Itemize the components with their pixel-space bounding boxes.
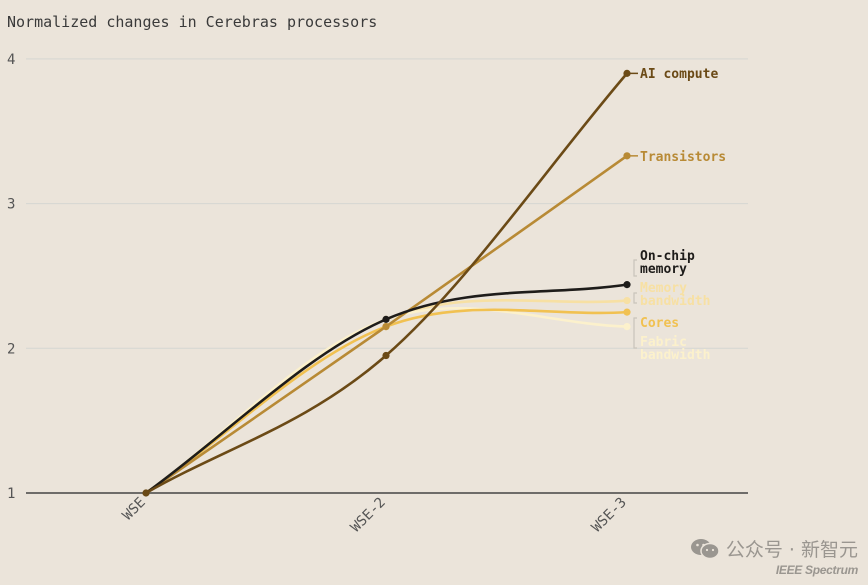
wechat-icon bbox=[690, 538, 720, 559]
y-axis-labels: 1 2 3 4 bbox=[7, 52, 15, 502]
cores-label: Cores bbox=[640, 316, 679, 331]
x-tick-label: WSE-2 bbox=[348, 495, 389, 536]
on-chip-memory-label: On-chip memory bbox=[640, 249, 695, 277]
origin-point bbox=[142, 489, 150, 497]
on-chip-memory-point bbox=[623, 281, 631, 289]
series-lines bbox=[142, 69, 631, 497]
fabric-bandwidth-label: Fabric bandwidth bbox=[640, 335, 710, 363]
y-tick-label: 3 bbox=[7, 197, 15, 213]
fabric-bandwidth-point bbox=[623, 322, 631, 331]
ai-compute-point bbox=[623, 69, 631, 77]
watermark: 公众号 · 新智元 IEEE Spectrum bbox=[690, 535, 858, 577]
series-labels: AI compute Transistors On-chip memory Memory… bbox=[630, 67, 726, 363]
y-tick-label: 2 bbox=[7, 341, 15, 357]
cores-line bbox=[144, 308, 629, 495]
cores-point bbox=[623, 308, 631, 316]
fabric-bandwidth-line bbox=[144, 306, 629, 495]
label-bracket bbox=[633, 317, 637, 349]
ai-compute-point bbox=[382, 351, 390, 360]
ai-compute-line bbox=[144, 72, 629, 495]
transistors-point bbox=[623, 152, 631, 160]
y-tick-label: 1 bbox=[7, 486, 15, 502]
ai-compute-label: AI compute bbox=[640, 67, 718, 82]
label-bracket bbox=[633, 259, 637, 277]
x-tick-label: WSE bbox=[120, 495, 149, 524]
chart-title: Normalized changes in Cerebras processor… bbox=[7, 13, 377, 31]
y-tick-label: 4 bbox=[7, 52, 15, 68]
source-logo: IEEE Spectrum bbox=[775, 563, 858, 577]
label-bracket bbox=[633, 292, 637, 304]
transistors-point bbox=[382, 322, 390, 331]
x-axis-labels: WSE WSE-2 WSE-3 bbox=[120, 495, 630, 536]
memory-bandwidth-label: Memory bandwidth bbox=[640, 281, 710, 309]
x-tick-label: WSE-3 bbox=[589, 495, 630, 536]
wechat-account-text: 公众号 · 新智元 bbox=[725, 539, 858, 561]
on-chip-memory-point bbox=[382, 315, 390, 323]
transistors-label: Transistors bbox=[640, 150, 726, 165]
memory-bandwidth-point bbox=[623, 296, 631, 305]
